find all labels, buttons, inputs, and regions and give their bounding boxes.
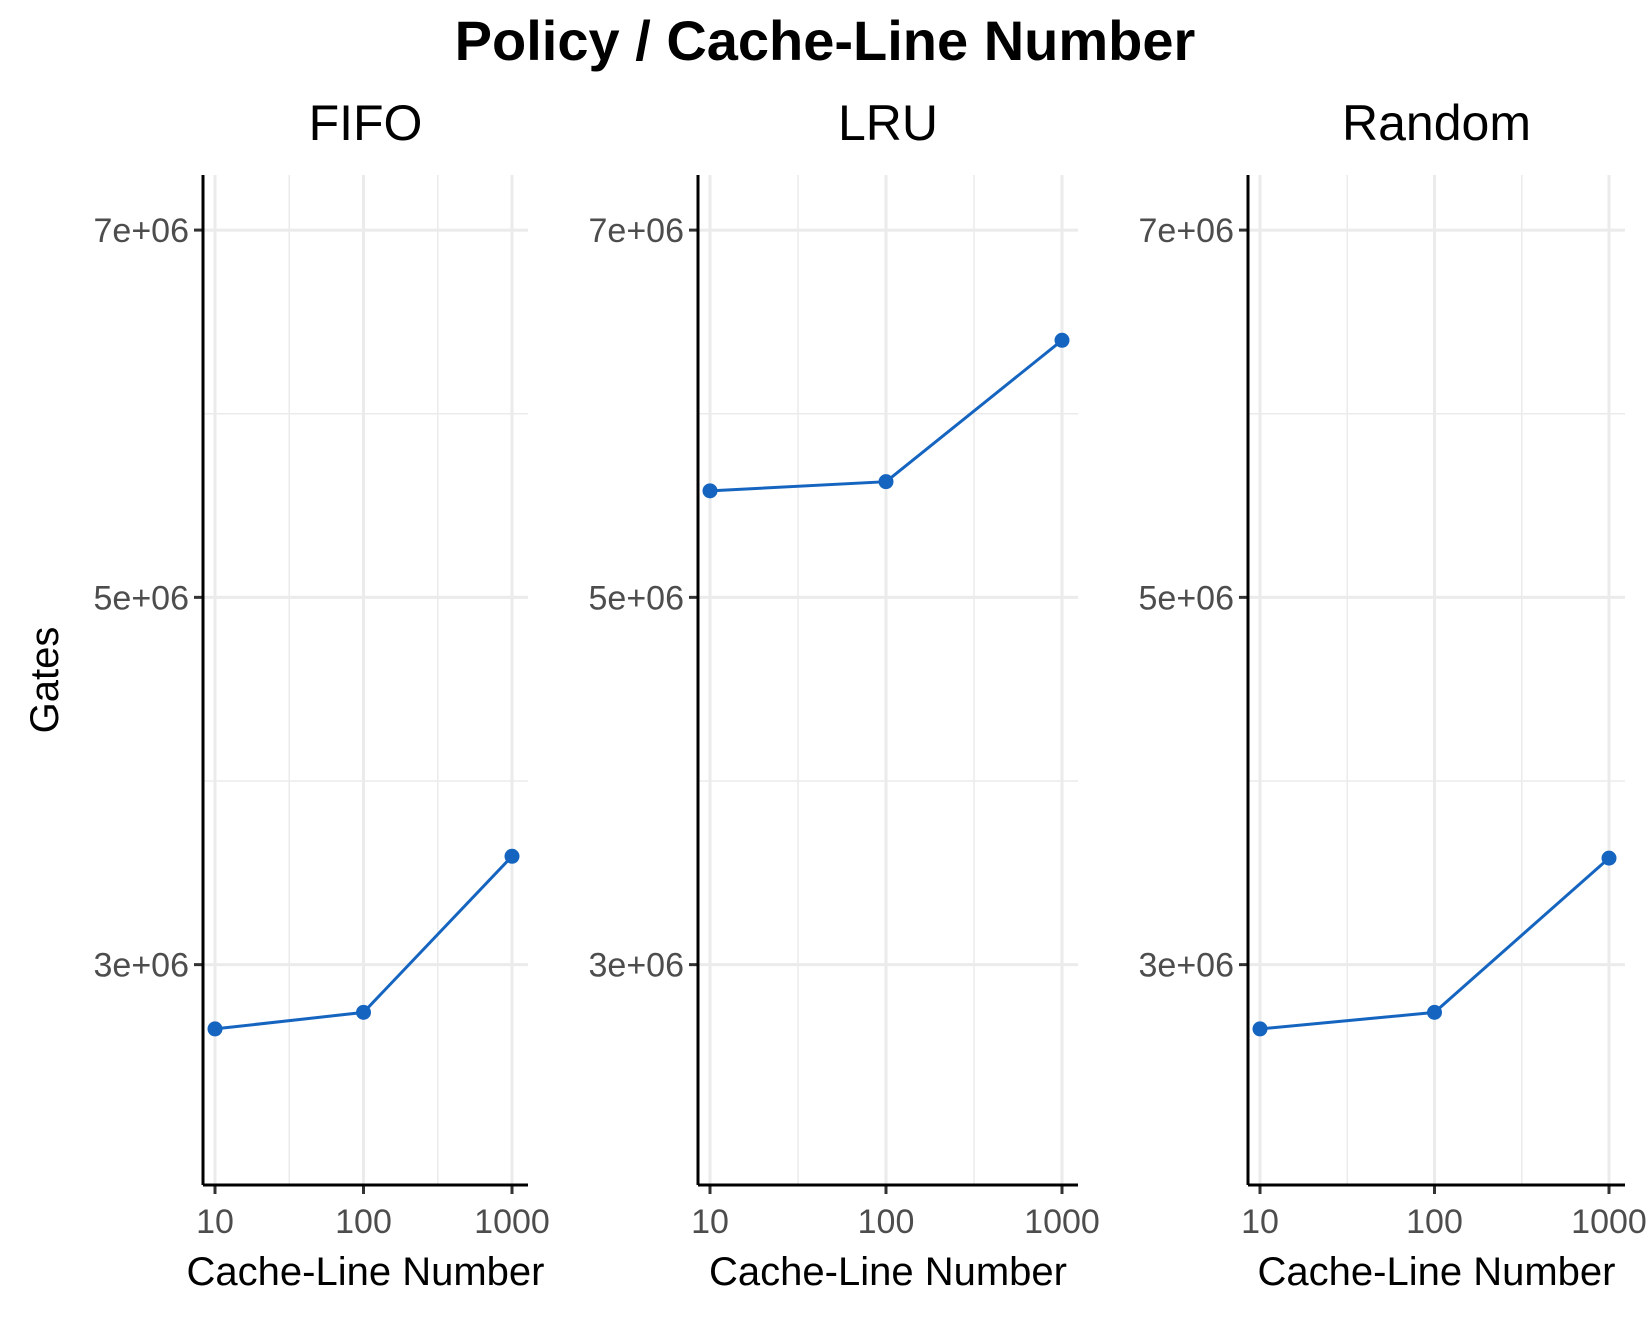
chart-title: Policy / Cache-Line Number — [455, 9, 1196, 72]
data-point — [1054, 332, 1070, 348]
data-point — [878, 474, 894, 490]
data-point — [1427, 1004, 1442, 1020]
data-point — [1601, 850, 1617, 866]
panels: FIFO 3e+06 5e+06 7e+06 10 100 1000 Cache-Line N… — [94, 95, 1647, 1294]
y-tick-label: 7e+06 — [94, 212, 190, 250]
facet-label: FIFO — [309, 95, 423, 151]
y-tick-label: 5e+06 — [589, 579, 685, 617]
panel-lru: LRU 3e+06 5e+06 7e+06 10 100 1000 Cache-Line Nu… — [589, 95, 1100, 1294]
panel-random: Random 3e+06 5e+06 7e+06 10 100 1000 Cache-Line… — [1139, 95, 1647, 1294]
facet-label: Random — [1342, 95, 1531, 151]
y-tick-label: 7e+06 — [1139, 212, 1235, 250]
x-tick-label: 1000 — [1024, 1203, 1100, 1241]
x-tick-label: 10 — [691, 1203, 729, 1241]
y-axis-title: Gates — [23, 627, 67, 734]
x-axis-title: Cache-Line Number — [1258, 1250, 1616, 1294]
data-point — [702, 483, 718, 499]
data-point — [1252, 1021, 1268, 1037]
data-point — [356, 1004, 371, 1020]
facet-label: LRU — [838, 95, 938, 151]
x-tick-label: 1000 — [1571, 1203, 1647, 1241]
y-tick-label: 7e+06 — [589, 212, 685, 250]
y-tick-label: 3e+06 — [94, 947, 190, 985]
y-tick-label: 3e+06 — [589, 947, 685, 985]
x-tick-label: 10 — [1241, 1203, 1279, 1241]
x-tick-label: 100 — [335, 1203, 392, 1241]
data-point — [504, 848, 520, 864]
x-tick-label: 1000 — [474, 1203, 550, 1241]
x-axis-title: Cache-Line Number — [709, 1250, 1067, 1294]
y-tick-label: 5e+06 — [94, 579, 190, 617]
x-tick-label: 100 — [858, 1203, 915, 1241]
y-tick-label: 3e+06 — [1139, 947, 1235, 985]
x-tick-label: 10 — [196, 1203, 234, 1241]
y-tick-label: 5e+06 — [1139, 579, 1235, 617]
x-tick-label: 100 — [1406, 1203, 1463, 1241]
panel-fifo: FIFO 3e+06 5e+06 7e+06 10 100 1000 Cache-Line N… — [94, 95, 550, 1294]
x-axis-title: Cache-Line Number — [187, 1250, 545, 1294]
data-point — [207, 1021, 223, 1037]
